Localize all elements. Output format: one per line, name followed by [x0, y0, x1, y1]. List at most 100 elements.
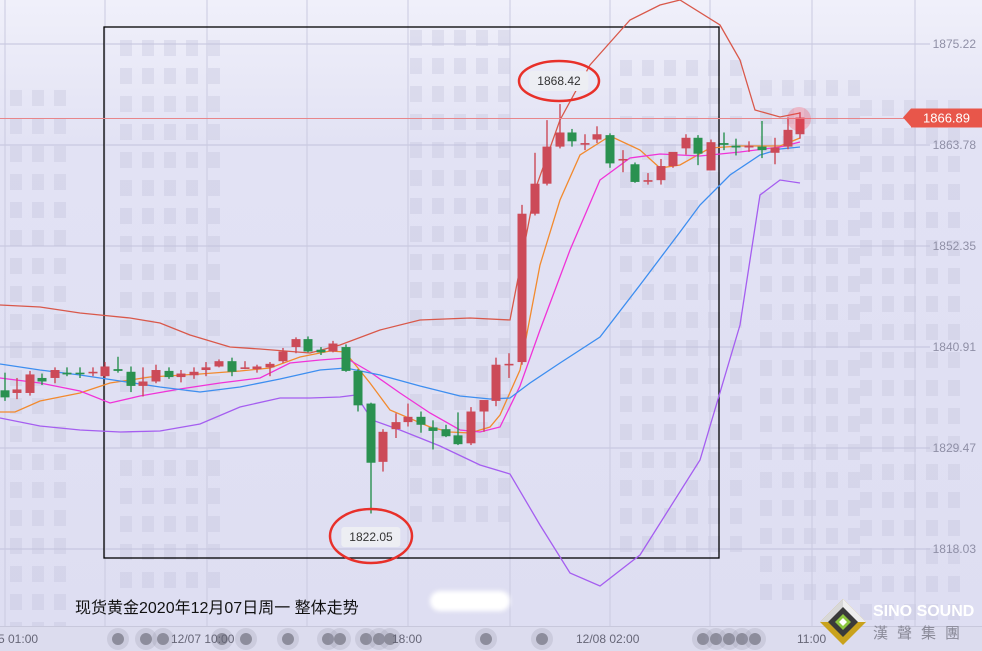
candle[interactable]	[151, 364, 161, 384]
candle[interactable]	[126, 366, 136, 393]
grid-lines	[0, 0, 930, 626]
candle[interactable]	[555, 104, 565, 149]
candles[interactable]	[0, 104, 805, 514]
candle[interactable]	[353, 369, 363, 412]
candle[interactable]	[504, 353, 514, 378]
candle[interactable]	[88, 367, 98, 377]
event-marker-dot[interactable]	[384, 633, 396, 645]
candle[interactable]	[744, 141, 754, 152]
candle[interactable]	[75, 367, 85, 378]
candle[interactable]	[618, 150, 628, 173]
candle[interactable]	[757, 120, 767, 159]
candle[interactable]	[403, 403, 413, 427]
candle[interactable]	[328, 340, 338, 353]
candle[interactable]	[113, 356, 123, 373]
candle[interactable]	[491, 357, 501, 407]
low-value-callout: 1822.05	[341, 527, 401, 547]
candle[interactable]	[681, 134, 691, 155]
candle[interactable]	[517, 204, 527, 365]
candle[interactable]	[278, 347, 288, 363]
candle[interactable]	[0, 372, 10, 401]
candle[interactable]	[391, 413, 401, 439]
candle[interactable]	[176, 370, 186, 383]
event-marker-dot[interactable]	[536, 633, 548, 645]
candle[interactable]	[189, 367, 199, 379]
event-marker-dot[interactable]	[480, 633, 492, 645]
candle[interactable]	[366, 402, 376, 514]
event-marker-dot[interactable]	[373, 633, 385, 645]
candle[interactable]	[428, 420, 438, 450]
y-axis-label: 1818.03	[932, 542, 976, 556]
y-axis-label: 1829.47	[932, 440, 976, 455]
event-marker-dot[interactable]	[282, 633, 294, 645]
candle[interactable]	[479, 400, 489, 432]
logo-text-en: SINO SOUND	[873, 603, 975, 620]
sino-sound-logo-icon	[820, 599, 866, 645]
candle[interactable]	[240, 361, 250, 370]
event-marker-dot[interactable]	[334, 633, 346, 645]
chart-caption: 现货黄金2020年12月07日周一 整体走势	[75, 600, 359, 617]
candle[interactable]	[630, 162, 640, 183]
event-marker-dot[interactable]	[723, 633, 735, 645]
candle[interactable]	[453, 412, 463, 446]
candle[interactable]	[592, 126, 602, 144]
candle[interactable]	[441, 424, 451, 438]
event-marker-dot[interactable]	[240, 633, 252, 645]
candle[interactable]	[530, 152, 540, 216]
candle[interactable]	[567, 128, 577, 147]
event-marker-dot[interactable]	[749, 633, 761, 645]
candle[interactable]	[62, 367, 72, 377]
candle[interactable]	[605, 133, 615, 168]
ma-slow-line	[0, 146, 801, 400]
event-marker-dot[interactable]	[360, 633, 372, 645]
candle[interactable]	[227, 357, 237, 377]
candle[interactable]	[265, 362, 275, 377]
y-axis-label: 1863.78	[932, 138, 976, 153]
y-axis-label: 1852.35	[932, 238, 976, 253]
candle[interactable]	[341, 344, 351, 372]
x-axis-label: 18:00	[392, 632, 423, 646]
candle[interactable]	[378, 429, 388, 472]
logo-text-cn: 漢聲集團	[873, 625, 970, 642]
candle[interactable]	[303, 336, 313, 353]
candle[interactable]	[291, 337, 301, 354]
candle[interactable]	[719, 132, 729, 151]
candle[interactable]	[138, 367, 148, 397]
candle[interactable]	[706, 139, 716, 171]
candle[interactable]	[37, 373, 47, 386]
candle[interactable]	[770, 137, 780, 165]
candle[interactable]	[783, 117, 793, 150]
candle[interactable]	[214, 359, 224, 368]
event-marker-dot[interactable]	[216, 633, 228, 645]
candle[interactable]	[252, 364, 262, 373]
event-marker-dot[interactable]	[322, 633, 334, 645]
candle[interactable]	[12, 377, 22, 400]
event-marker-dot[interactable]	[697, 633, 709, 645]
candle[interactable]	[164, 367, 174, 379]
event-marker-dot[interactable]	[157, 633, 169, 645]
candle[interactable]	[580, 134, 590, 151]
candle[interactable]	[795, 112, 805, 139]
candle[interactable]	[50, 367, 60, 384]
candle[interactable]	[656, 158, 666, 185]
candle[interactable]	[668, 151, 678, 168]
candle[interactable]	[100, 362, 110, 378]
candle[interactable]	[643, 173, 653, 185]
boll-lower-line	[0, 179, 801, 587]
candle[interactable]	[201, 362, 211, 377]
event-marker-dot[interactable]	[140, 633, 152, 645]
current-price-tag: 1866.89	[903, 108, 982, 128]
low-circle-annotation	[328, 507, 414, 565]
candle[interactable]	[466, 407, 476, 446]
candle[interactable]	[416, 411, 426, 433]
candle[interactable]	[731, 138, 741, 156]
candle[interactable]	[693, 135, 703, 166]
event-marker-dot[interactable]	[112, 633, 124, 645]
candle[interactable]	[316, 347, 326, 356]
boll-upper-line	[0, 0, 801, 354]
event-marker-dot[interactable]	[736, 633, 748, 645]
candle[interactable]	[542, 120, 552, 186]
candle[interactable]	[25, 370, 35, 396]
event-marker-dot[interactable]	[710, 633, 722, 645]
